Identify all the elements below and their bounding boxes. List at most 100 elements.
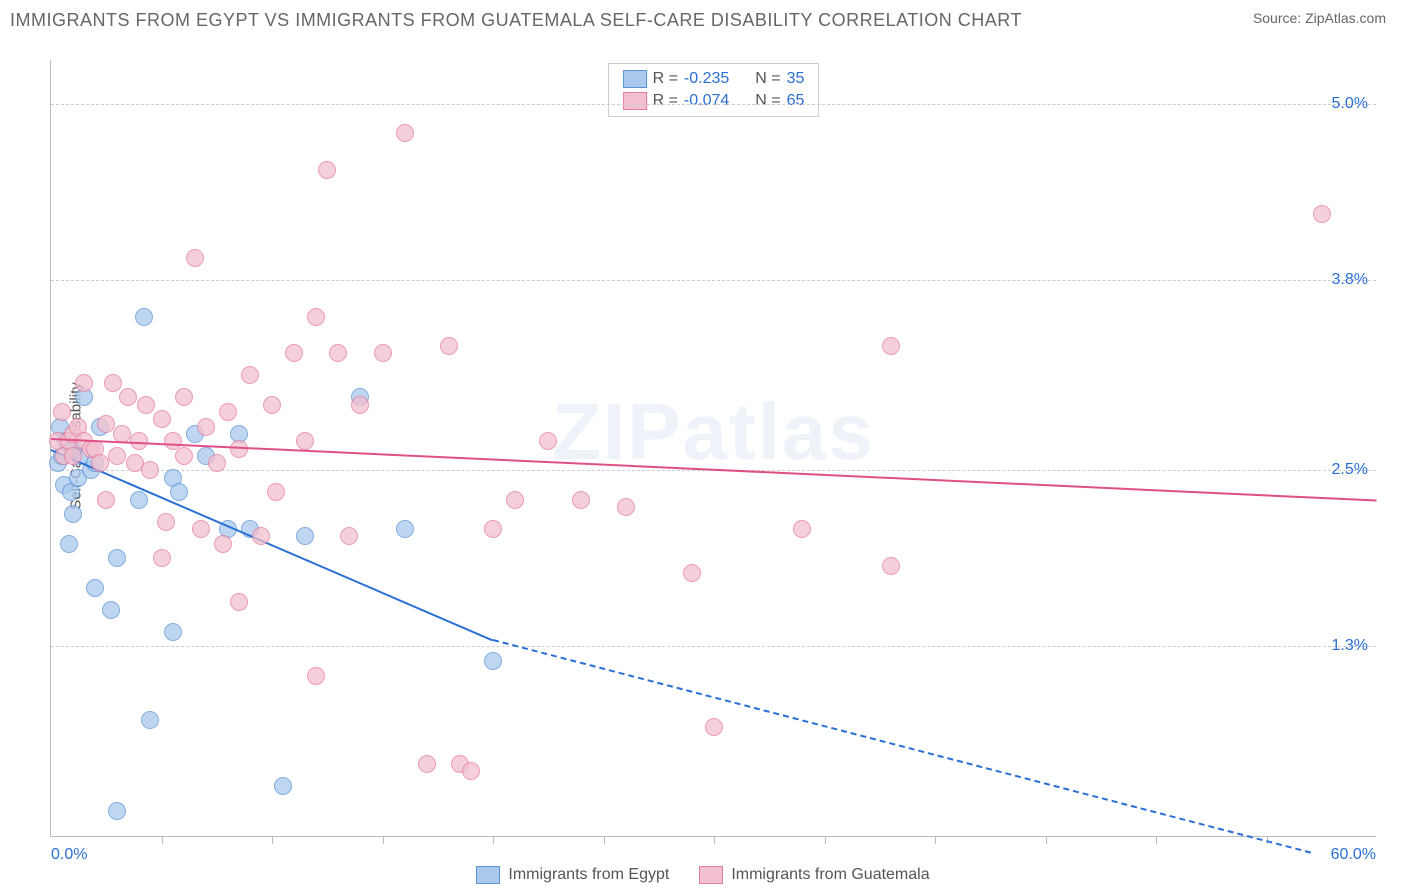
data-point — [104, 374, 122, 392]
y-tick-label: 5.0% — [1332, 95, 1368, 113]
grid-line — [51, 280, 1376, 281]
data-point — [882, 557, 900, 575]
x-tick — [1046, 836, 1047, 844]
x-tick — [493, 836, 494, 844]
legend-swatch — [476, 866, 500, 884]
legend-label: Immigrants from Egypt — [508, 866, 669, 884]
legend-item: Immigrants from Guatemala — [699, 866, 929, 884]
x-tick — [935, 836, 936, 844]
data-point — [539, 432, 557, 450]
data-point — [208, 454, 226, 472]
data-point — [86, 579, 104, 597]
data-point — [484, 520, 502, 538]
x-tick — [714, 836, 715, 844]
data-point — [164, 623, 182, 641]
data-point — [683, 564, 701, 582]
data-point — [97, 491, 115, 509]
data-point — [462, 762, 480, 780]
data-point — [157, 513, 175, 531]
data-point — [137, 396, 155, 414]
data-point — [484, 652, 502, 670]
legend-item: Immigrants from Egypt — [476, 866, 669, 884]
x-tick — [383, 836, 384, 844]
x-tick — [162, 836, 163, 844]
data-point — [60, 535, 78, 553]
data-point — [91, 454, 109, 472]
data-point — [64, 505, 82, 523]
data-point — [102, 601, 120, 619]
data-point — [307, 667, 325, 685]
data-point — [252, 527, 270, 545]
source-label: Source: ZipAtlas.com — [1253, 10, 1386, 26]
stats-row: R = -0.074 N = 65 — [623, 90, 805, 112]
x-tick — [604, 836, 605, 844]
y-tick-label: 3.8% — [1332, 271, 1368, 289]
data-point — [119, 388, 137, 406]
data-point — [141, 711, 159, 729]
data-point — [130, 491, 148, 509]
data-point — [175, 447, 193, 465]
data-point — [396, 520, 414, 538]
data-point — [141, 461, 159, 479]
legend-swatch — [623, 70, 647, 88]
data-point — [135, 308, 153, 326]
data-point — [153, 410, 171, 428]
y-tick-label: 2.5% — [1332, 461, 1368, 479]
data-point — [108, 447, 126, 465]
data-point — [53, 403, 71, 421]
stats-legend: R = -0.235 N = 35 R = -0.074 N = 65 — [608, 63, 820, 117]
data-point — [705, 718, 723, 736]
data-point — [572, 491, 590, 509]
x-min-label: 0.0% — [51, 846, 87, 864]
data-point — [396, 124, 414, 142]
stats-row: R = -0.235 N = 35 — [623, 68, 805, 90]
n-value: 65 — [787, 92, 805, 110]
legend-label: Immigrants from Guatemala — [731, 866, 929, 884]
data-point — [186, 249, 204, 267]
r-value: -0.074 — [684, 92, 729, 110]
n-label: N = — [755, 92, 780, 110]
data-point — [418, 755, 436, 773]
data-point — [506, 491, 524, 509]
grid-line — [51, 104, 1376, 105]
data-point — [351, 396, 369, 414]
data-point — [230, 593, 248, 611]
data-point — [882, 337, 900, 355]
correlation-chart: ZIPatlas R = -0.235N = 35R = -0.074N = 6… — [50, 60, 1376, 837]
x-tick — [825, 836, 826, 844]
x-tick — [272, 836, 273, 844]
data-point — [329, 344, 347, 362]
data-point — [340, 527, 358, 545]
legend-swatch — [699, 866, 723, 884]
data-point — [175, 388, 193, 406]
data-point — [617, 498, 635, 516]
data-point — [219, 403, 237, 421]
data-point — [307, 308, 325, 326]
data-point — [75, 374, 93, 392]
grid-line — [51, 646, 1376, 647]
data-point — [64, 447, 82, 465]
r-label: R = — [653, 70, 678, 88]
data-point — [440, 337, 458, 355]
data-point — [296, 432, 314, 450]
data-point — [318, 161, 336, 179]
data-point — [285, 344, 303, 362]
data-point — [241, 366, 259, 384]
page-title: IMMIGRANTS FROM EGYPT VS IMMIGRANTS FROM… — [10, 10, 1022, 31]
data-point — [192, 520, 210, 538]
trend-line — [493, 639, 1311, 854]
r-label: R = — [653, 92, 678, 110]
data-point — [374, 344, 392, 362]
x-max-label: 60.0% — [1331, 846, 1376, 864]
data-point — [214, 535, 232, 553]
x-tick — [1156, 836, 1157, 844]
data-point — [108, 802, 126, 820]
n-value: 35 — [787, 70, 805, 88]
y-tick-label: 1.3% — [1332, 637, 1368, 655]
r-value: -0.235 — [684, 70, 729, 88]
legend-swatch — [623, 92, 647, 110]
data-point — [197, 418, 215, 436]
data-point — [793, 520, 811, 538]
n-label: N = — [755, 70, 780, 88]
data-point — [263, 396, 281, 414]
